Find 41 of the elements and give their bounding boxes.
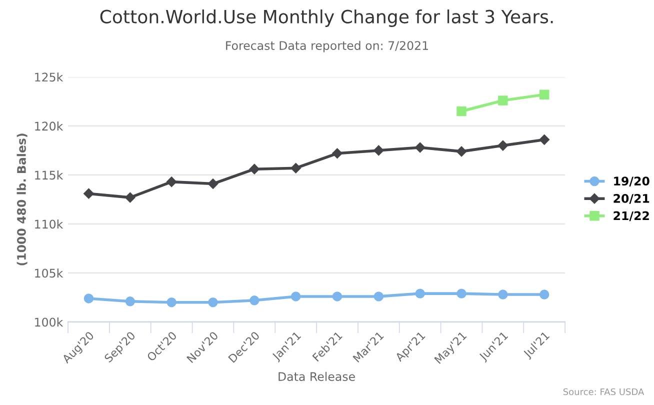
point bbox=[290, 292, 301, 302]
point bbox=[456, 288, 466, 298]
point bbox=[290, 162, 301, 174]
point bbox=[456, 146, 467, 157]
point bbox=[415, 288, 425, 298]
point bbox=[84, 294, 94, 304]
chart-subtitle: Forecast Data reported on: 7/2021 bbox=[226, 40, 428, 52]
point bbox=[456, 106, 466, 116]
y-tick-label: 115k bbox=[35, 170, 64, 180]
legend-label: 19/20 bbox=[614, 176, 650, 186]
y-tick-label: 105k bbox=[35, 268, 64, 278]
y-axis-title: (1000 480 lb. Bales) bbox=[16, 134, 28, 266]
y-tick-label: 110k bbox=[35, 219, 64, 229]
point bbox=[414, 142, 426, 153]
chart-title: Cotton.World.Use Monthly Change for last 3 Years. bbox=[100, 9, 553, 27]
point bbox=[208, 298, 218, 308]
point bbox=[166, 176, 177, 187]
point bbox=[250, 296, 260, 306]
y-tick-label: 100k bbox=[35, 317, 64, 327]
legend-label: 21/22 bbox=[614, 211, 649, 222]
point bbox=[125, 296, 136, 306]
point bbox=[498, 290, 508, 300]
legend-label: 20/21 bbox=[614, 194, 650, 204]
point bbox=[498, 96, 508, 106]
y-tick-label: 125k bbox=[35, 72, 64, 82]
point bbox=[539, 134, 550, 145]
x-axis-title: Data Release bbox=[278, 372, 355, 382]
point bbox=[125, 192, 136, 203]
point bbox=[249, 164, 260, 174]
point bbox=[539, 290, 550, 300]
point bbox=[166, 298, 176, 308]
point bbox=[374, 145, 384, 156]
source-note: Source: FAS USDA bbox=[563, 388, 644, 396]
point bbox=[498, 140, 508, 151]
point bbox=[332, 148, 342, 159]
point bbox=[332, 292, 342, 302]
point bbox=[84, 188, 94, 199]
point bbox=[208, 178, 218, 189]
y-tick-label: 120k bbox=[35, 121, 64, 131]
point bbox=[539, 90, 550, 100]
point bbox=[374, 292, 384, 302]
